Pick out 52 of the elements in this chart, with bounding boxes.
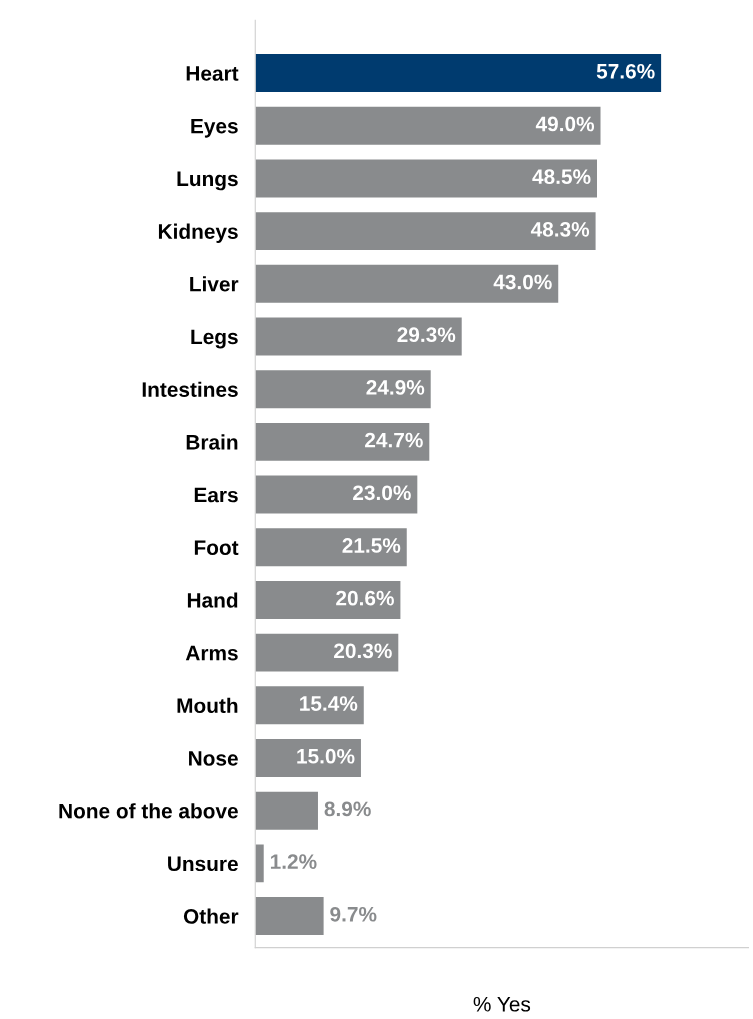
data-label: 43.0% — [493, 274, 552, 290]
data-label: 29.3% — [397, 327, 456, 343]
bar — [255, 580, 401, 619]
data-label: 1.2% — [270, 854, 317, 869]
y-tick-label: Arms — [185, 645, 238, 661]
bar — [255, 897, 324, 936]
y-tick-label: None of the above — [59, 803, 238, 819]
data-label: 21.5% — [342, 538, 401, 553]
data-label: 57.6% — [596, 63, 655, 79]
data-label: 49.0% — [535, 116, 595, 132]
y-tick-label: Lungs — [177, 171, 238, 191]
data-label: 48.5% — [532, 169, 591, 185]
bar — [255, 739, 361, 777]
y-tick-label: Kidneys — [158, 223, 238, 243]
y-tick-label: Legs — [191, 329, 238, 349]
data-label: 15.4% — [300, 696, 358, 711]
y-tick-label: Nose — [189, 751, 238, 766]
bar — [255, 475, 418, 514]
bar — [255, 264, 559, 303]
data-label: 9.7% — [330, 906, 377, 922]
bar — [255, 844, 264, 883]
data-label: 23.0% — [353, 485, 411, 501]
x-axis-title: % Yes — [473, 996, 531, 1012]
bar — [255, 633, 399, 672]
y-tick-label: Mouth — [177, 697, 238, 714]
data-label: 20.3% — [334, 643, 392, 659]
data-label: 24.7% — [365, 432, 423, 448]
bar — [255, 106, 601, 145]
y-tick-label: Ears — [194, 487, 238, 503]
y-tick-label: Eyes — [191, 118, 238, 138]
bar — [255, 791, 318, 830]
data-label: 8.9% — [324, 801, 371, 817]
bar — [255, 317, 462, 356]
y-tick-label: Hand — [187, 592, 238, 608]
bar — [255, 370, 431, 409]
data-label: 20.6% — [336, 590, 394, 606]
bar — [255, 54, 662, 93]
y-tick-label: Intestines — [142, 381, 238, 397]
y-tick-label: Unsure — [168, 856, 238, 872]
y-tick-label: Heart — [186, 66, 239, 81]
y-tick-label: Liver — [190, 276, 239, 292]
data-label: 15.0% — [297, 748, 355, 764]
bar — [255, 159, 597, 198]
y-tick-label: Brain — [186, 434, 238, 450]
bar — [255, 212, 596, 251]
y-tick-label: Foot — [194, 540, 239, 555]
bar — [255, 686, 364, 725]
data-label: 48.3% — [530, 221, 590, 237]
data-label: 24.9% — [366, 380, 425, 395]
y-tick-label: Other — [183, 908, 239, 924]
bar — [255, 422, 430, 461]
bar — [255, 528, 407, 567]
